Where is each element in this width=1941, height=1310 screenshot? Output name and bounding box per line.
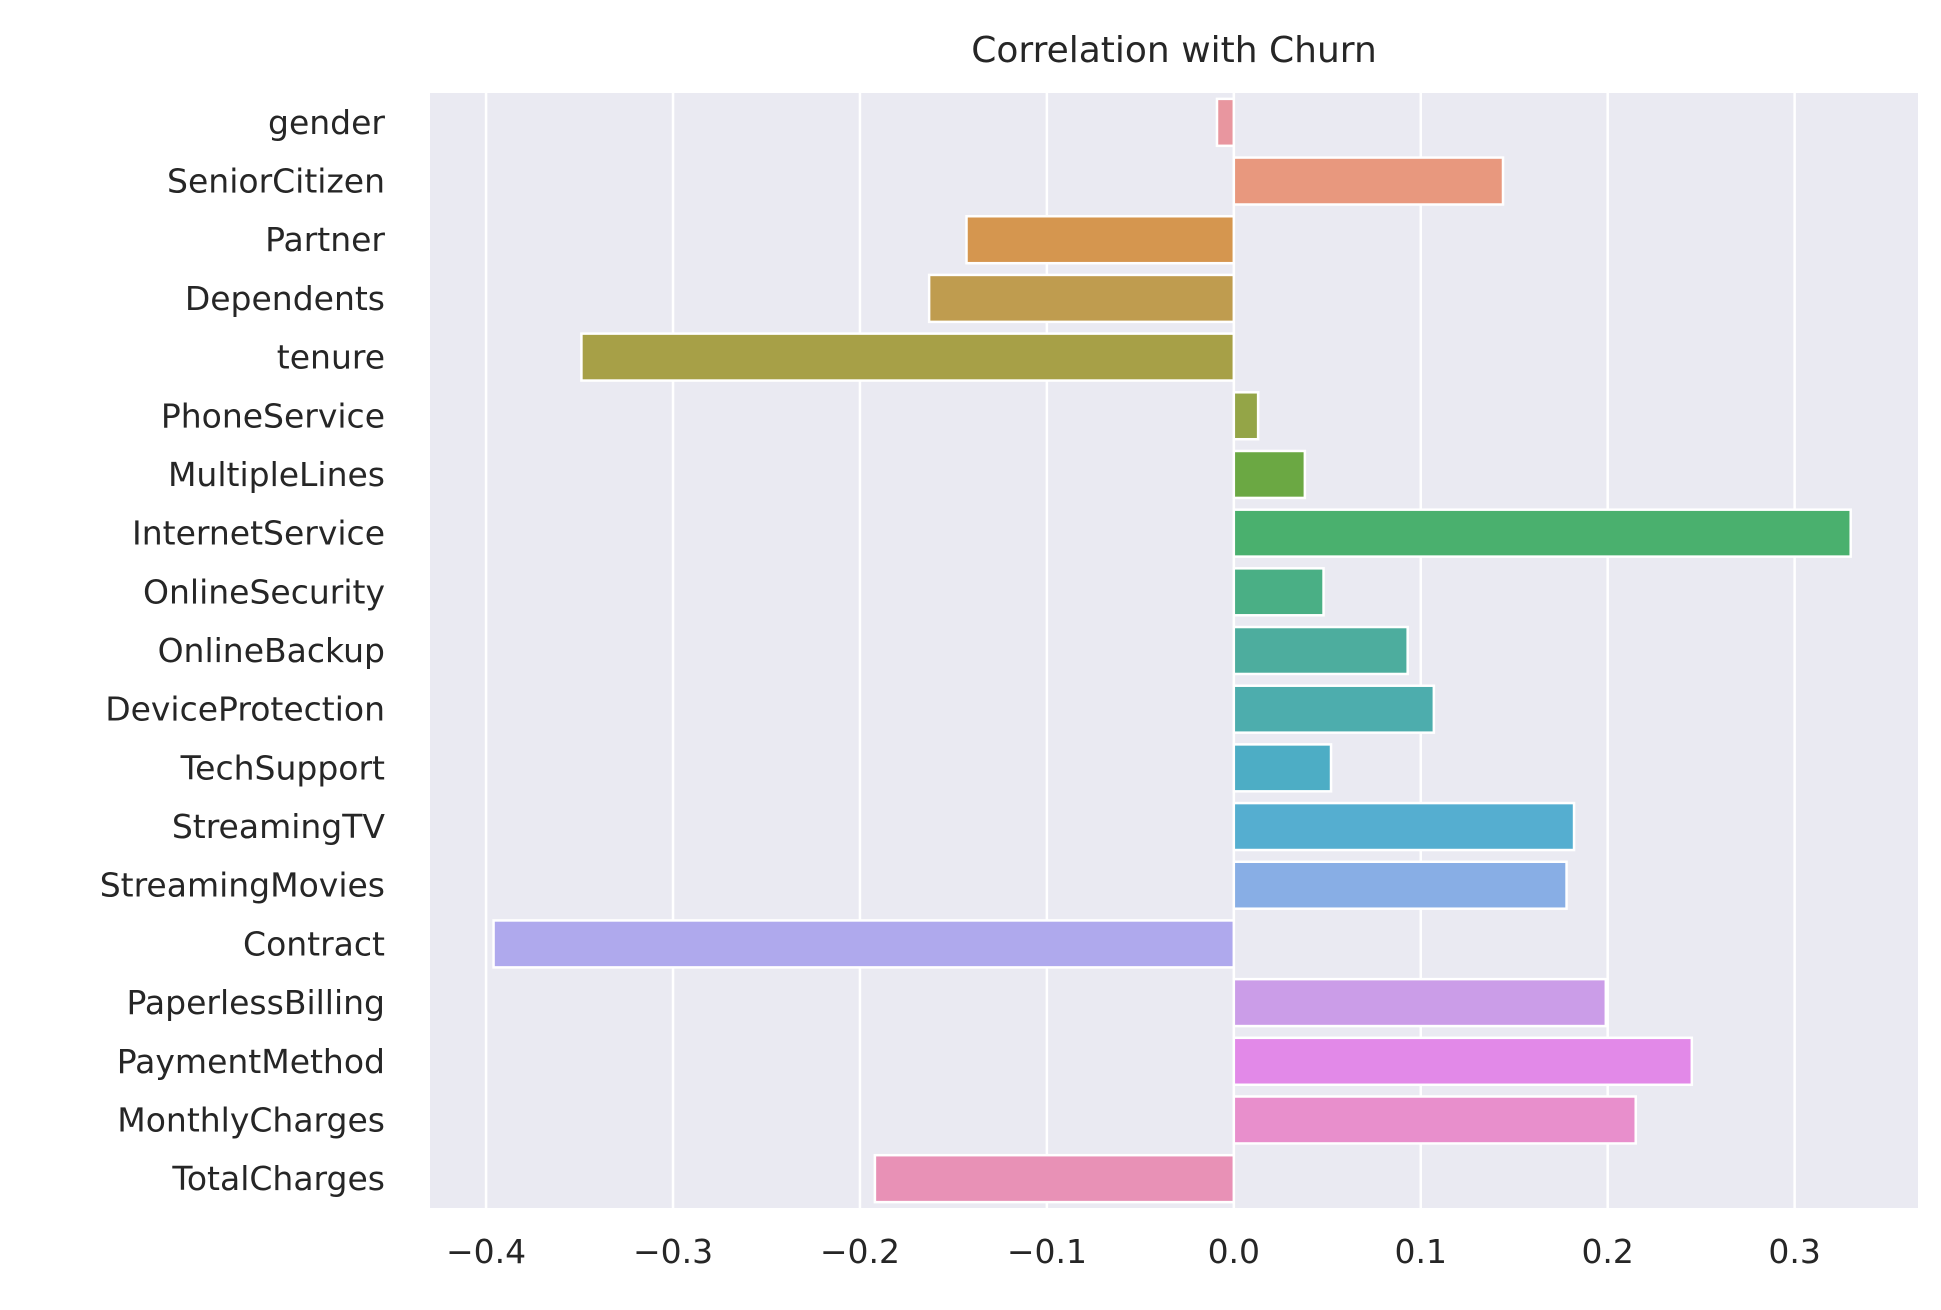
bars [492,97,1852,1204]
bar-onlinesecurity [1232,567,1325,617]
y-tick-label-techsupport: TechSupport [180,748,385,787]
y-tick-label-streamingmovies: StreamingMovies [100,866,385,905]
bar-seniorcitizen [1232,156,1505,206]
bar-dependents [927,273,1236,324]
y-tick-label-seniorcitizen: SeniorCitizen [167,162,385,201]
y-tick-label-contract: Contract [243,924,385,963]
bar-streamingmovies [1232,860,1568,910]
y-tick-label-tenure: tenure [277,338,385,377]
y-tick-label-monthlycharges: MonthlyCharges [117,1100,385,1139]
bar-paymentmethod [1232,1036,1694,1087]
bar-multiplelines [1232,449,1307,500]
bar-gender [1215,97,1236,148]
y-tick-label-paperlessbilling: PaperlessBilling [127,983,386,1022]
y-tick-labels: gender SeniorCitizen Partner Dependents tenu… [100,103,386,1198]
bar-tenure [580,332,1236,382]
bar-internetservice [1232,508,1852,558]
y-tick-label-paymentmethod: PaymentMethod [117,1042,385,1081]
y-tick-label-partner: Partner [265,220,385,259]
y-tick-label-internetservice: InternetService [132,514,385,553]
y-tick-label-streamingtv: StreamingTV [172,807,386,846]
x-tick-label-3: −0.1 [1007,1232,1087,1271]
bar-phoneservice [1232,391,1260,441]
bar-paperlessbilling [1232,977,1608,1028]
x-tick-label-4: 0.0 [1208,1232,1260,1271]
x-tick-label-1: −0.3 [633,1232,713,1271]
x-tick-label-2: −0.2 [820,1232,900,1271]
bar-contract [492,919,1236,969]
y-tick-label-deviceprotection: DeviceProtection [105,690,385,729]
y-tick-label-dependents: Dependents [185,279,385,318]
bar-monthlycharges [1232,1095,1637,1145]
x-tick-label-7: 0.3 [1768,1232,1820,1271]
bar-streamingtv [1232,801,1576,852]
chart-title: Correlation with Churn [971,30,1377,71]
y-tick-label-phoneservice: PhoneService [161,396,385,435]
bar-onlinebackup [1232,625,1409,676]
x-tick-labels: −0.4 −0.3 −0.2 −0.1 0.0 0.1 0.2 0.3 [446,1232,1821,1271]
bar-totalcharges [873,1153,1236,1204]
bar-deviceprotection [1232,684,1436,734]
y-tick-label-onlinesecurity: OnlineSecurity [143,572,385,611]
y-tick-label-gender: gender [268,103,385,142]
y-tick-label-totalcharges: TotalCharges [171,1159,385,1198]
y-tick-label-onlinebackup: OnlineBackup [158,631,385,670]
bar-techsupport [1232,743,1333,793]
y-tick-label-multiplelines: MultipleLines [168,455,385,494]
x-tick-label-6: 0.2 [1581,1232,1633,1271]
x-tick-label-0: −0.4 [446,1232,526,1271]
bar-partner [965,214,1236,265]
x-tick-label-5: 0.1 [1395,1232,1447,1271]
